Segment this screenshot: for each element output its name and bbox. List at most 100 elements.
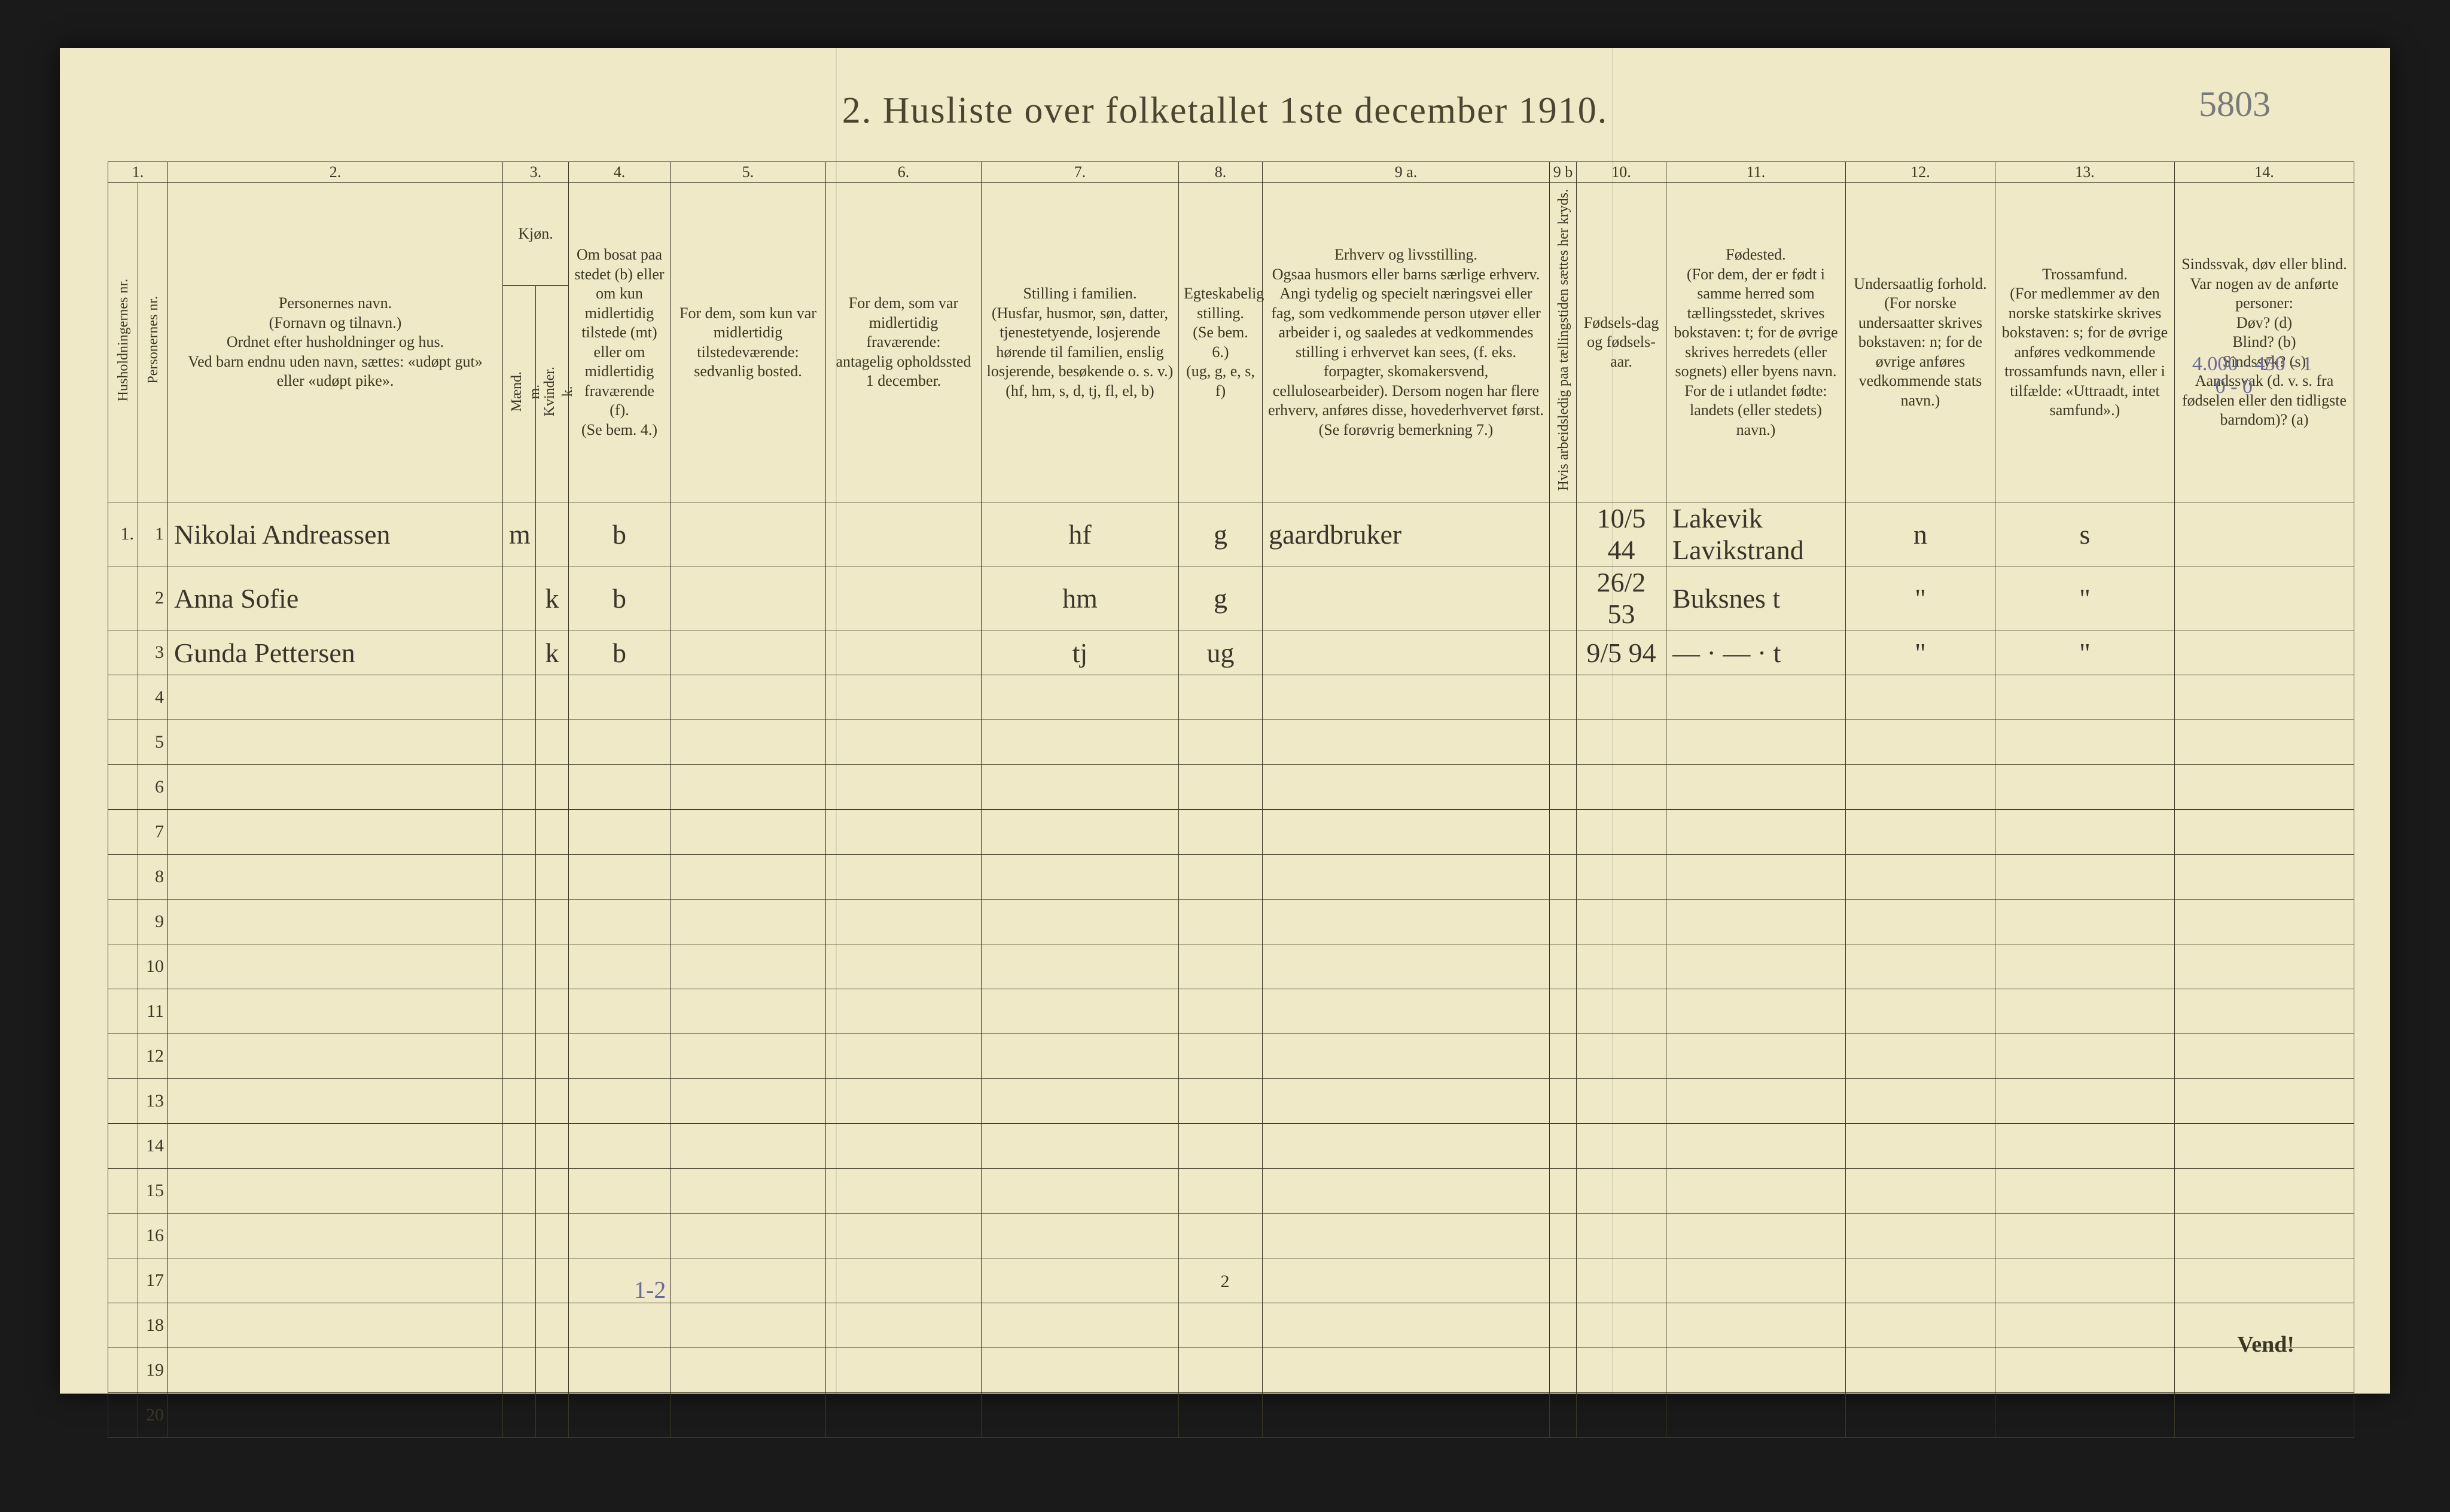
cell-dob: 9/5 94 bbox=[1577, 630, 1666, 675]
table-row: 10 bbox=[108, 944, 2354, 989]
cell-empty bbox=[1550, 855, 1577, 900]
cell-empty bbox=[1550, 675, 1577, 720]
cell-fam: hm bbox=[982, 566, 1179, 630]
cell-empty bbox=[1179, 855, 1263, 900]
cell-empty bbox=[671, 1214, 826, 1258]
cell-empty bbox=[1995, 1079, 2175, 1124]
cell-empty bbox=[168, 720, 503, 765]
cell-empty bbox=[168, 810, 503, 855]
cell-empty bbox=[1666, 1214, 1846, 1258]
cell-empty bbox=[1577, 720, 1666, 765]
cell-empty bbox=[1263, 900, 1550, 944]
cell-empty bbox=[826, 1079, 982, 1124]
cell-empty bbox=[1550, 944, 1577, 989]
cell-empty bbox=[1666, 900, 1846, 944]
cell-tro: " bbox=[1995, 566, 2175, 630]
cell-erhv bbox=[1263, 566, 1550, 630]
cell-empty bbox=[1550, 900, 1577, 944]
cell-empty bbox=[1550, 765, 1577, 810]
table-row: 9 bbox=[108, 900, 2354, 944]
cell-empty bbox=[536, 1348, 569, 1393]
table-row: 19 bbox=[108, 1348, 2354, 1393]
cell-empty bbox=[503, 1079, 536, 1124]
cell-x bbox=[1550, 566, 1577, 630]
cell-empty: 11 bbox=[138, 989, 168, 1034]
cell-empty bbox=[1666, 1124, 1846, 1169]
cell-m: m bbox=[503, 502, 536, 566]
cell-empty bbox=[671, 944, 826, 989]
cell-empty bbox=[1995, 1348, 2175, 1393]
cell-empty bbox=[1263, 1079, 1550, 1124]
cell-empty bbox=[1666, 1034, 1846, 1079]
table-row: 14 bbox=[108, 1124, 2354, 1169]
cell-empty bbox=[826, 1214, 982, 1258]
heading-row: Husholdningernes nr. Personernes nr. Per… bbox=[108, 183, 2354, 286]
cell-empty bbox=[982, 1214, 1179, 1258]
col-religion: Trossamfund. (For medlemmer av den norsk… bbox=[1995, 183, 2175, 502]
cell-empty bbox=[536, 1034, 569, 1079]
cell-empty bbox=[108, 1303, 138, 1348]
cell-empty bbox=[1179, 765, 1263, 810]
cell-empty bbox=[108, 1124, 138, 1169]
cell-empty bbox=[826, 989, 982, 1034]
cell-empty bbox=[1550, 1348, 1577, 1393]
cell-b: b bbox=[569, 630, 671, 675]
footer-page-number: 2 bbox=[60, 1272, 2390, 1292]
cell-empty: 5 bbox=[138, 720, 168, 765]
cell-c6 bbox=[826, 630, 982, 675]
cell-empty bbox=[1995, 675, 2175, 720]
cell-empty bbox=[1179, 720, 1263, 765]
cell-tro: s bbox=[1995, 502, 2175, 566]
cell-empty bbox=[503, 1124, 536, 1169]
cell-hh bbox=[108, 566, 138, 630]
cell-empty bbox=[168, 765, 503, 810]
cell-empty bbox=[1995, 1169, 2175, 1214]
cell-c6 bbox=[826, 566, 982, 630]
cell-pn: 2 bbox=[138, 566, 168, 630]
cell-empty bbox=[569, 989, 671, 1034]
cell-empty bbox=[536, 1214, 569, 1258]
table-head: 1. 2. 3. 4. 5. 6. 7. 8. 9 a. 9 b 10. 11.… bbox=[108, 162, 2354, 502]
cell-c5 bbox=[671, 630, 826, 675]
cell-empty bbox=[982, 989, 1179, 1034]
cell-empty bbox=[569, 1079, 671, 1124]
cell-empty bbox=[503, 1034, 536, 1079]
cell-empty bbox=[569, 1169, 671, 1214]
cell-empty bbox=[2175, 900, 2354, 944]
col-occupation: Erhverv og livsstilling. Ogsaa husmors e… bbox=[1263, 183, 1550, 502]
corner-annotation: 5803 bbox=[2199, 84, 2271, 125]
cell-empty bbox=[671, 1393, 826, 1438]
cell-empty bbox=[1263, 675, 1550, 720]
cell-empty bbox=[1666, 1303, 1846, 1348]
cell-empty bbox=[1577, 1303, 1666, 1348]
margin-note-top-right-2: 0 - 0 bbox=[2216, 376, 2253, 398]
cell-fsted: — · — · t bbox=[1666, 630, 1846, 675]
cell-empty bbox=[168, 1124, 503, 1169]
cell-empty bbox=[503, 1169, 536, 1214]
cell-empty: 20 bbox=[138, 1393, 168, 1438]
cell-empty bbox=[1550, 1034, 1577, 1079]
cell-empty bbox=[2175, 1169, 2354, 1214]
cell-empty bbox=[1179, 810, 1263, 855]
colnum: 9 b bbox=[1550, 162, 1577, 183]
cell-empty bbox=[108, 720, 138, 765]
cell-empty bbox=[2175, 1079, 2354, 1124]
cell-empty bbox=[569, 675, 671, 720]
cell-empty bbox=[982, 1303, 1179, 1348]
cell-empty bbox=[2175, 1034, 2354, 1079]
cell-empty: 15 bbox=[138, 1169, 168, 1214]
table-row: 13 bbox=[108, 1079, 2354, 1124]
cell-empty bbox=[1179, 675, 1263, 720]
cell-fam: tj bbox=[982, 630, 1179, 675]
cell-empty: 7 bbox=[138, 810, 168, 855]
cell-empty bbox=[671, 1079, 826, 1124]
cell-empty bbox=[2175, 1124, 2354, 1169]
cell-empty bbox=[1846, 855, 1995, 900]
cell-empty bbox=[2175, 1214, 2354, 1258]
cell-dob: 10/5 44 bbox=[1577, 502, 1666, 566]
cell-b: b bbox=[569, 566, 671, 630]
cell-empty bbox=[2175, 810, 2354, 855]
cell-empty bbox=[108, 900, 138, 944]
cell-empty bbox=[982, 855, 1179, 900]
cell-empty bbox=[1666, 765, 1846, 810]
